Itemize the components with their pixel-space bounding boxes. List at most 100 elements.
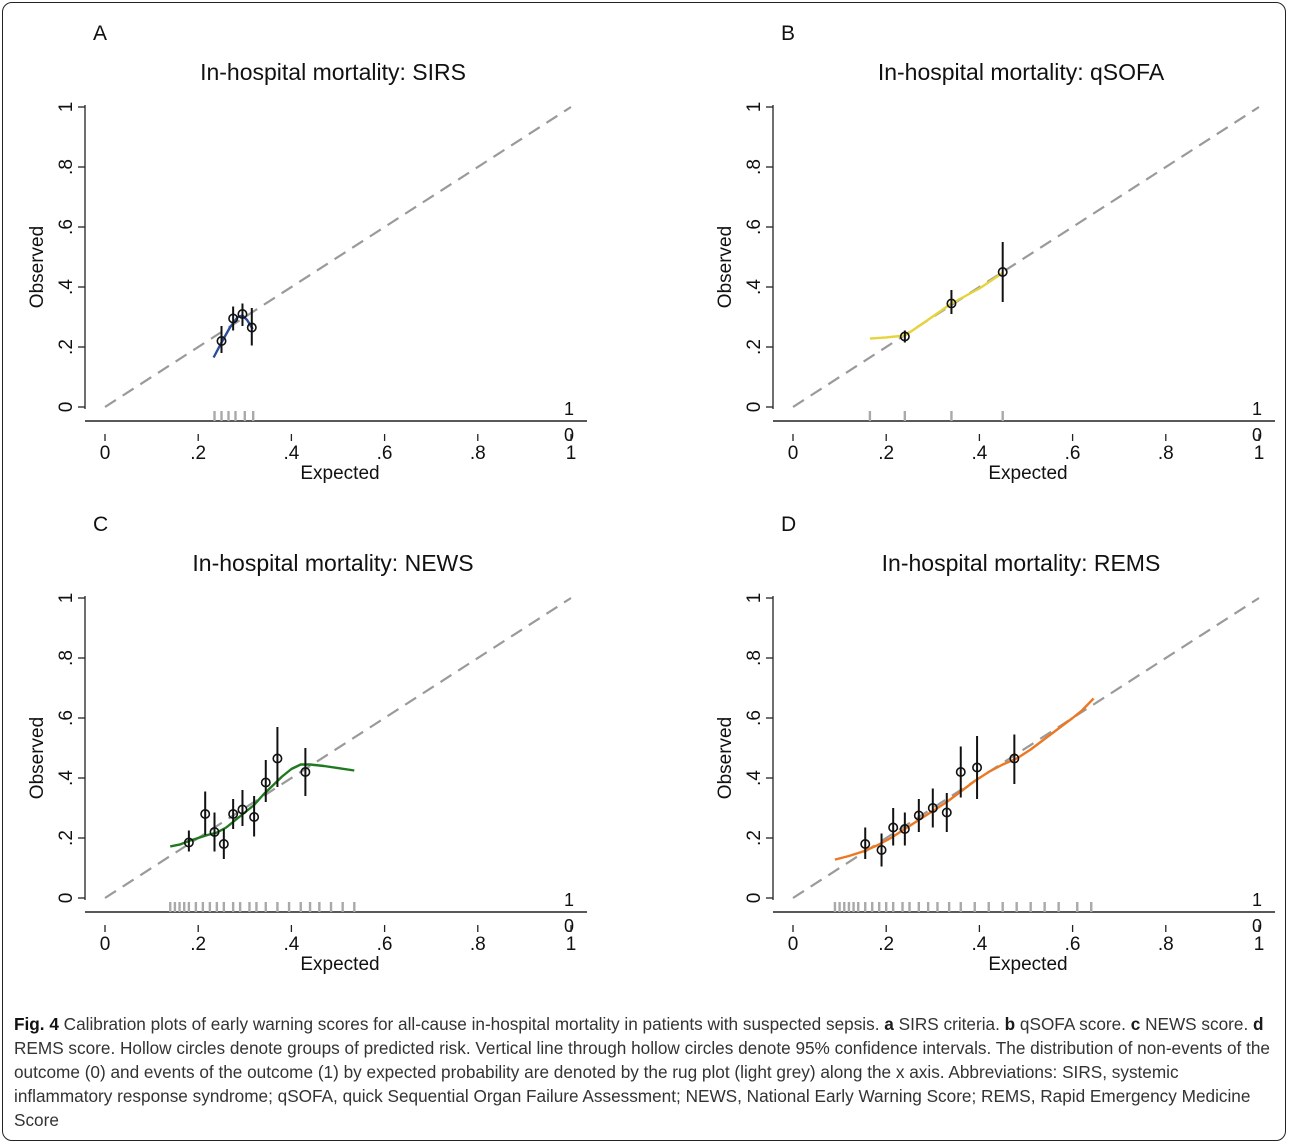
panel-label: B — [781, 22, 795, 45]
y-tick-label: .2 — [744, 830, 765, 846]
panel-b: B In-hospital mortality: qSOFA 0 .2 .4 .6 .8 1 O… — [715, 22, 1275, 484]
x-axis-label: Expected — [988, 954, 1067, 975]
rug-label-nonevents: 0 — [1252, 916, 1262, 936]
caption-c-label: c — [1130, 1014, 1141, 1034]
data-point — [209, 826, 220, 837]
x-tick-label: .8 — [470, 443, 486, 464]
smoothed-calibration-curve — [869, 271, 1004, 340]
chart-title: In-hospital mortality: NEWS — [192, 550, 473, 576]
x-tick-label: .8 — [1158, 934, 1174, 955]
data-point — [183, 837, 194, 848]
y-tick-label: .8 — [744, 650, 765, 666]
rug-label-events: 1 — [1252, 399, 1262, 419]
x-axis-label: Expected — [300, 463, 379, 484]
x-tick-label: .8 — [470, 934, 486, 955]
chart-title: In-hospital mortality: REMS — [882, 550, 1161, 576]
caption-intro: Calibration plots of early warning score… — [58, 1014, 885, 1034]
y-tick-label: .4 — [744, 770, 765, 786]
data-point — [972, 762, 983, 773]
data-point — [955, 766, 966, 777]
data-point — [216, 335, 227, 346]
y-tick-label: 0 — [744, 402, 765, 413]
x-tick-label: 0 — [100, 934, 111, 955]
data-point — [888, 822, 899, 833]
x-tick-label: .6 — [1065, 934, 1081, 955]
smoothed-calibration-curve — [834, 697, 1095, 861]
x-tick-label: .2 — [878, 443, 894, 464]
y-tick-label: 0 — [744, 893, 765, 904]
rug-label-events: 1 — [1252, 890, 1262, 910]
reference-line — [792, 106, 1260, 408]
x-tick-label: 0 — [788, 934, 799, 955]
caption-a-label: a — [884, 1014, 894, 1034]
data-point — [941, 807, 952, 818]
y-tick-label: 0 — [56, 893, 77, 904]
rug-label-events: 1 — [564, 890, 574, 910]
caption-d-label: d — [1253, 1014, 1264, 1034]
x-tick-label: .2 — [878, 934, 894, 955]
y-tick-label: .8 — [744, 159, 765, 175]
figure-caption: Fig. 4 Calibration plots of early warnin… — [14, 1012, 1276, 1132]
y-axis-label: Observed — [715, 226, 736, 308]
y-tick-label: .8 — [56, 159, 77, 175]
data-point — [946, 298, 957, 309]
x-tick-label: 0 — [788, 443, 799, 464]
x-tick-label: 1 — [1254, 934, 1265, 955]
x-tick-label: .2 — [190, 443, 206, 464]
rug-label-nonevents: 0 — [564, 916, 574, 936]
x-tick-label: .4 — [971, 934, 987, 955]
y-axis-label: Observed — [27, 226, 48, 308]
data-point — [997, 266, 1008, 277]
chart-title: In-hospital mortality: qSOFA — [878, 59, 1165, 85]
x-tick-label: .8 — [1158, 443, 1174, 464]
y-axis-label: Observed — [27, 717, 48, 799]
data-point — [1009, 753, 1020, 764]
y-tick-label: .2 — [744, 339, 765, 355]
data-point — [260, 777, 271, 788]
reference-line — [104, 597, 572, 899]
panel-label: C — [93, 513, 108, 536]
x-axis-label: Expected — [300, 954, 379, 975]
panel-a: A In-hospital mortality: SIRS 0 .2 .4 .6 .8 1 Ob… — [27, 22, 587, 484]
x-tick-label: .6 — [377, 443, 393, 464]
reference-line — [792, 597, 1260, 899]
panel-c: C In-hospital mortality: NEWS 0 .2 .4 .6 .8 1 Ob… — [27, 513, 587, 975]
x-tick-label: .2 — [190, 934, 206, 955]
caption-c-text: NEWS score. — [1140, 1014, 1253, 1034]
chart-title: In-hospital mortality: SIRS — [200, 59, 466, 85]
panel-label: D — [781, 513, 796, 536]
rug-label-events: 1 — [564, 399, 574, 419]
x-tick-label: .6 — [377, 934, 393, 955]
x-tick-label: .6 — [1065, 443, 1081, 464]
y-tick-label: .6 — [744, 219, 765, 235]
x-tick-label: .4 — [971, 443, 987, 464]
data-point — [876, 844, 887, 855]
x-tick-label: .4 — [283, 443, 299, 464]
rug-label-nonevents: 0 — [564, 425, 574, 445]
caption-d-text: REMS score. Hollow circles denote groups… — [14, 1038, 1270, 1130]
y-tick-label: .2 — [56, 339, 77, 355]
data-point — [218, 838, 229, 849]
data-point — [200, 808, 211, 819]
y-tick-label: 1 — [56, 102, 77, 113]
y-tick-label: .6 — [56, 710, 77, 726]
data-point — [272, 753, 283, 764]
y-tick-label: 1 — [744, 593, 765, 604]
y-tick-label: 1 — [744, 102, 765, 113]
caption-a-text: SIRS criteria. — [893, 1014, 1005, 1034]
data-point — [300, 766, 311, 777]
data-point — [913, 810, 924, 821]
x-tick-label: 1 — [1254, 443, 1265, 464]
data-point — [249, 811, 260, 822]
caption-b-text: qSOFA score. — [1015, 1014, 1131, 1034]
data-point — [237, 308, 248, 319]
data-point — [246, 322, 257, 333]
panel-d: D In-hospital mortality: REMS 0 .2 .4 .6 .8 1 Ob… — [715, 513, 1275, 975]
y-axis-label: Observed — [715, 717, 736, 799]
data-point — [228, 313, 239, 324]
y-tick-label: .4 — [56, 770, 77, 786]
y-tick-label: .6 — [56, 219, 77, 235]
caption-b-label: b — [1004, 1014, 1016, 1034]
calibration-plots: A In-hospital mortality: SIRS 0 .2 .4 .6 .8 1 Ob… — [27, 22, 1275, 975]
